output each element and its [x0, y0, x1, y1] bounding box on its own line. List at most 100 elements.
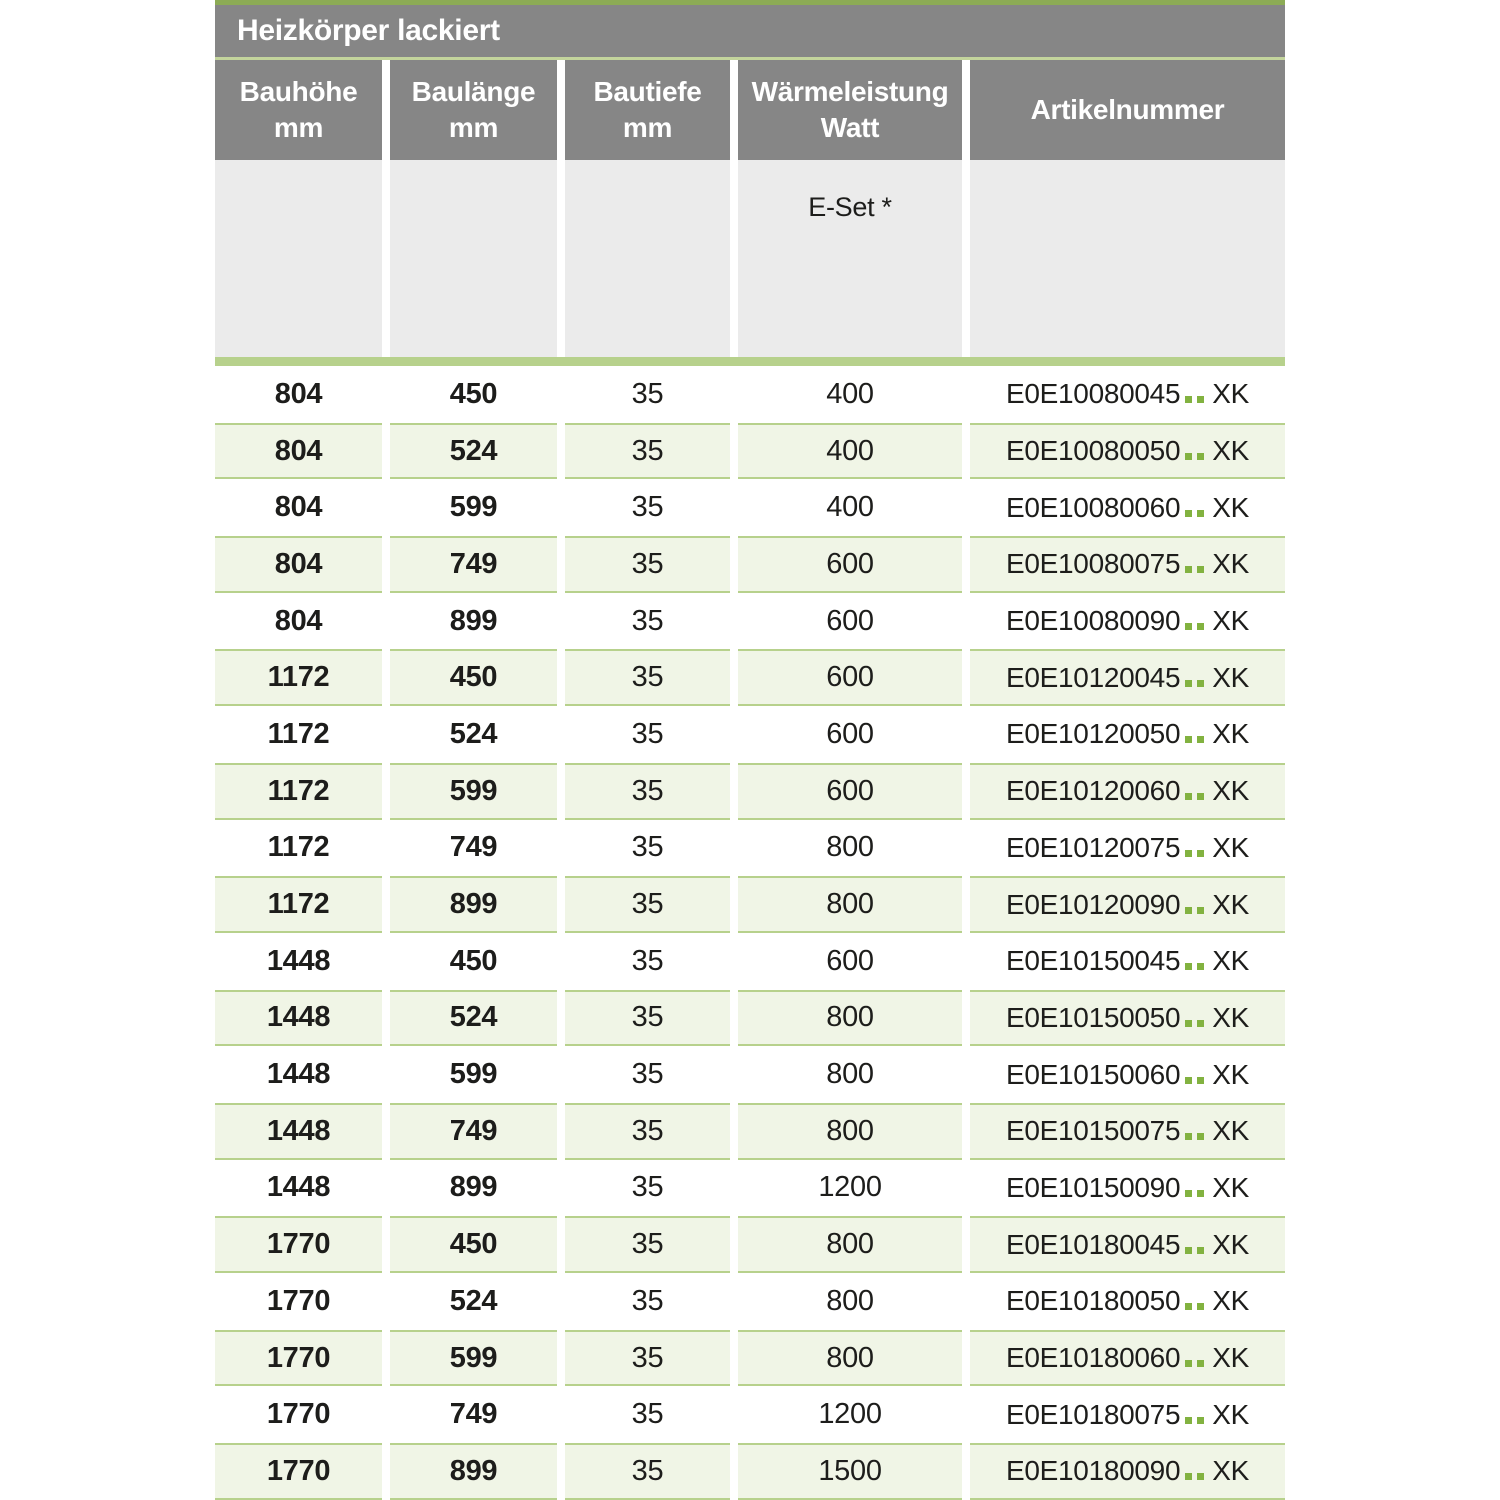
- green-dot-icon: [1197, 906, 1205, 914]
- cell-artikelnummer: E0E10120060 XK: [970, 762, 1285, 820]
- table-row: 804 599 35 400 E0E10080060 XK: [215, 479, 1285, 537]
- artikelnummer-text: E0E10150075 XK: [1006, 1115, 1249, 1147]
- cell-waermeleistung: 800: [738, 1046, 962, 1103]
- cell-bautiefe: 35: [565, 1273, 730, 1330]
- artikelnummer-text: E0E10120060 XK: [1006, 775, 1249, 807]
- cell-bautiefe: 35: [565, 1216, 730, 1273]
- cell-bauhoehe: 1172: [215, 706, 382, 763]
- cell-bautiefe: 35: [565, 366, 730, 423]
- artikelnummer-suffix: XK: [1212, 1398, 1249, 1430]
- cell-baulaenge: 899: [390, 1159, 557, 1217]
- table-row: 804 524 35 400 E0E10080050 XK: [215, 422, 1285, 480]
- cell-bauhoehe: 1448: [215, 1159, 382, 1217]
- green-dot-icon: [1197, 1246, 1205, 1254]
- green-dot-icon: [1185, 1076, 1193, 1084]
- cell-bautiefe: 35: [565, 1046, 730, 1103]
- green-dot-icon: [1197, 1076, 1205, 1084]
- cell-artikelnummer: E0E10180045 XK: [970, 1216, 1285, 1273]
- cell-artikelnummer: E0E10120090 XK: [970, 876, 1285, 933]
- column-label: Artikelnummer: [1030, 93, 1225, 125]
- column-label: Bautiefe: [593, 75, 702, 107]
- green-dot-icon: [1197, 793, 1205, 801]
- cell-waermeleistung: 800: [738, 819, 962, 877]
- cell-artikelnummer: E0E10080060 XK: [970, 479, 1285, 537]
- column-header-3: Bautiefe mm: [565, 60, 730, 160]
- cell-waermeleistung: 600: [738, 932, 962, 990]
- table-row: 1770 524 35 800 E0E10180050 XK: [215, 1273, 1285, 1330]
- green-dot-icon: [1185, 566, 1193, 574]
- table-row: 1172 899 35 800 E0E10120090 XK: [215, 876, 1285, 933]
- cell-artikelnummer: E0E10150075 XK: [970, 1102, 1285, 1160]
- cell-baulaenge: 450: [390, 932, 557, 990]
- cell-baulaenge: 599: [390, 1329, 557, 1387]
- cell-artikelnummer: E0E10080075 XK: [970, 536, 1285, 593]
- green-dot-icon: [1185, 1019, 1193, 1027]
- artikelnummer-text: E0E10150060 XK: [1006, 1058, 1249, 1090]
- table-row: 1448 450 35 600 E0E10150045 XK: [215, 932, 1285, 990]
- cell-baulaenge: 749: [390, 536, 557, 593]
- green-dot-icon: [1185, 623, 1193, 631]
- cell-bautiefe: 35: [565, 1159, 730, 1217]
- artikelnummer-suffix: XK: [1212, 1285, 1249, 1317]
- cell-bautiefe: 35: [565, 1443, 730, 1500]
- artikelnummer-text: E0E10120075 XK: [1006, 831, 1249, 863]
- cell-bauhoehe: 804: [215, 479, 382, 537]
- green-dot-icon: [1197, 1473, 1205, 1481]
- table-row: 1448 524 35 800 E0E10150050 XK: [215, 989, 1285, 1047]
- artikelnummer-suffix: XK: [1212, 718, 1249, 750]
- cell-bautiefe: 35: [565, 422, 730, 480]
- table-row: 804 899 35 600 E0E10080090 XK: [215, 592, 1285, 650]
- artikelnummer-suffix: XK: [1212, 888, 1249, 920]
- artikelnummer-text: E0E10120090 XK: [1006, 888, 1249, 920]
- table-body: 804 450 35 400 E0E10080045 XK 804 524 35 400 E0E10…: [215, 366, 1285, 1500]
- artikelnummer-suffix: XK: [1212, 1001, 1249, 1033]
- green-dot-icon: [1197, 509, 1205, 517]
- column-unit: mm: [622, 112, 673, 143]
- cell-baulaenge: 524: [390, 422, 557, 480]
- cell-bautiefe: 35: [565, 819, 730, 877]
- green-dot-icon: [1185, 1189, 1193, 1197]
- column-label: Bauhöhe: [239, 75, 358, 107]
- green-dot-icon: [1185, 1133, 1193, 1141]
- table-row: 804 450 35 400 E0E10080045 XK: [215, 366, 1285, 423]
- artikelnummer-text: E0E10120045 XK: [1006, 661, 1249, 693]
- cell-bautiefe: 35: [565, 1386, 730, 1444]
- table-row: 1172 749 35 800 E0E10120075 XK: [215, 819, 1285, 877]
- artikelnummer-suffix: XK: [1212, 1228, 1249, 1260]
- green-dot-icon: [1197, 679, 1205, 687]
- green-dot-icon: [1185, 679, 1193, 687]
- cell-waermeleistung: 600: [738, 536, 962, 593]
- subheader-cell-5: [970, 160, 1285, 357]
- cell-bauhoehe: 1448: [215, 1102, 382, 1160]
- green-dot-icon: [1197, 566, 1205, 574]
- column-unit: mm: [448, 112, 499, 143]
- table-row: 1448 749 35 800 E0E10150075 XK: [215, 1102, 1285, 1160]
- artikelnummer-suffix: XK: [1212, 605, 1249, 637]
- cell-bautiefe: 35: [565, 989, 730, 1047]
- cell-artikelnummer: E0E10150045 XK: [970, 932, 1285, 990]
- column-header-row: Bauhöhe mm Baulänge mm Bautiefe mm Wärmeleistu…: [215, 60, 1285, 160]
- cell-waermeleistung: 800: [738, 1273, 962, 1330]
- cell-bauhoehe: 1770: [215, 1273, 382, 1330]
- cell-bauhoehe: 1172: [215, 876, 382, 933]
- cell-artikelnummer: E0E10120075 XK: [970, 819, 1285, 877]
- cell-baulaenge: 599: [390, 1046, 557, 1103]
- table-row: 1770 899 35 1500 E0E10180090 XK: [215, 1443, 1285, 1500]
- cell-bautiefe: 35: [565, 1102, 730, 1160]
- cell-waermeleistung: 800: [738, 1102, 962, 1160]
- cell-bauhoehe: 1172: [215, 649, 382, 707]
- cell-artikelnummer: E0E10180060 XK: [970, 1329, 1285, 1387]
- cell-baulaenge: 899: [390, 592, 557, 650]
- artikelnummer-suffix: XK: [1212, 1058, 1249, 1090]
- column-label: Baulänge: [411, 75, 536, 107]
- table-row: 1770 599 35 800 E0E10180060 XK: [215, 1329, 1285, 1387]
- header-data-divider: [215, 357, 1285, 366]
- subheader-cell-4: E-Set *: [738, 160, 962, 357]
- artikelnummer-text: E0E10150050 XK: [1006, 1001, 1249, 1033]
- cell-artikelnummer: E0E10120045 XK: [970, 649, 1285, 707]
- artikelnummer-suffix: XK: [1212, 661, 1249, 693]
- cell-bautiefe: 35: [565, 649, 730, 707]
- artikelnummer-suffix: XK: [1212, 435, 1249, 467]
- cell-artikelnummer: E0E10180075 XK: [970, 1386, 1285, 1444]
- table-title: Heizkörper lackiert: [237, 14, 500, 47]
